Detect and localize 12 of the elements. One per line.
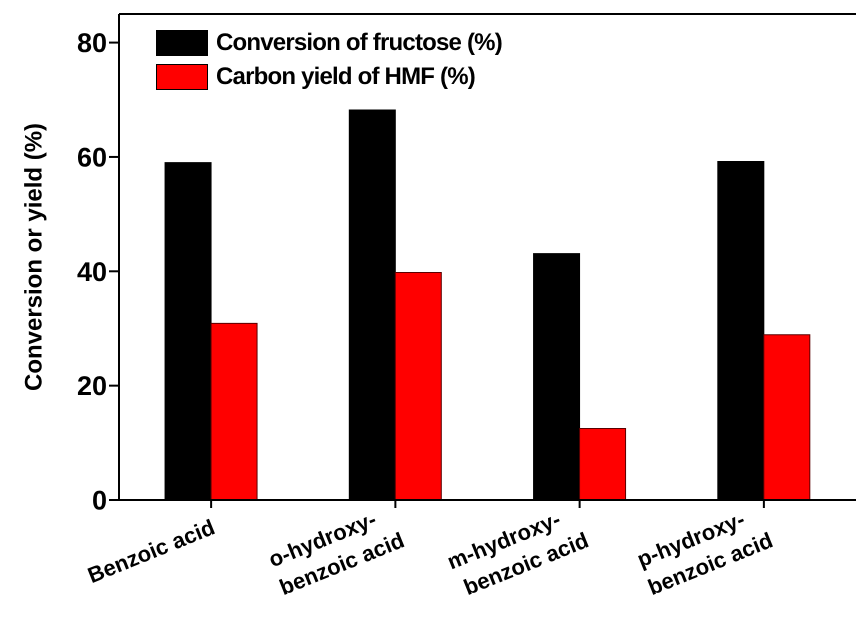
y-tick-label: 60 (76, 142, 107, 173)
bar (763, 334, 810, 500)
legend-label: Carbon yield of HMF (%) (216, 63, 475, 91)
y-axis-title: Conversion or yield (%) (20, 122, 48, 392)
bar (210, 322, 258, 500)
bar (579, 428, 626, 500)
legend-label: Conversion of fructose (%) (216, 29, 502, 57)
y-tick-label: 20 (76, 371, 107, 402)
y-tick-label: 80 (76, 28, 107, 58)
y-tick-label: 40 (76, 256, 107, 287)
bar (394, 272, 442, 500)
y-tick-label: 0 (92, 486, 107, 516)
